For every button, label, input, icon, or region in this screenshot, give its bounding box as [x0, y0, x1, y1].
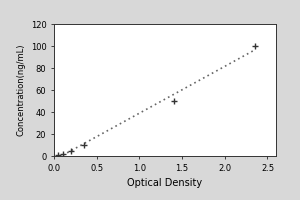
X-axis label: Optical Density: Optical Density [128, 178, 202, 188]
Y-axis label: Concentration(ng/mL): Concentration(ng/mL) [16, 44, 25, 136]
